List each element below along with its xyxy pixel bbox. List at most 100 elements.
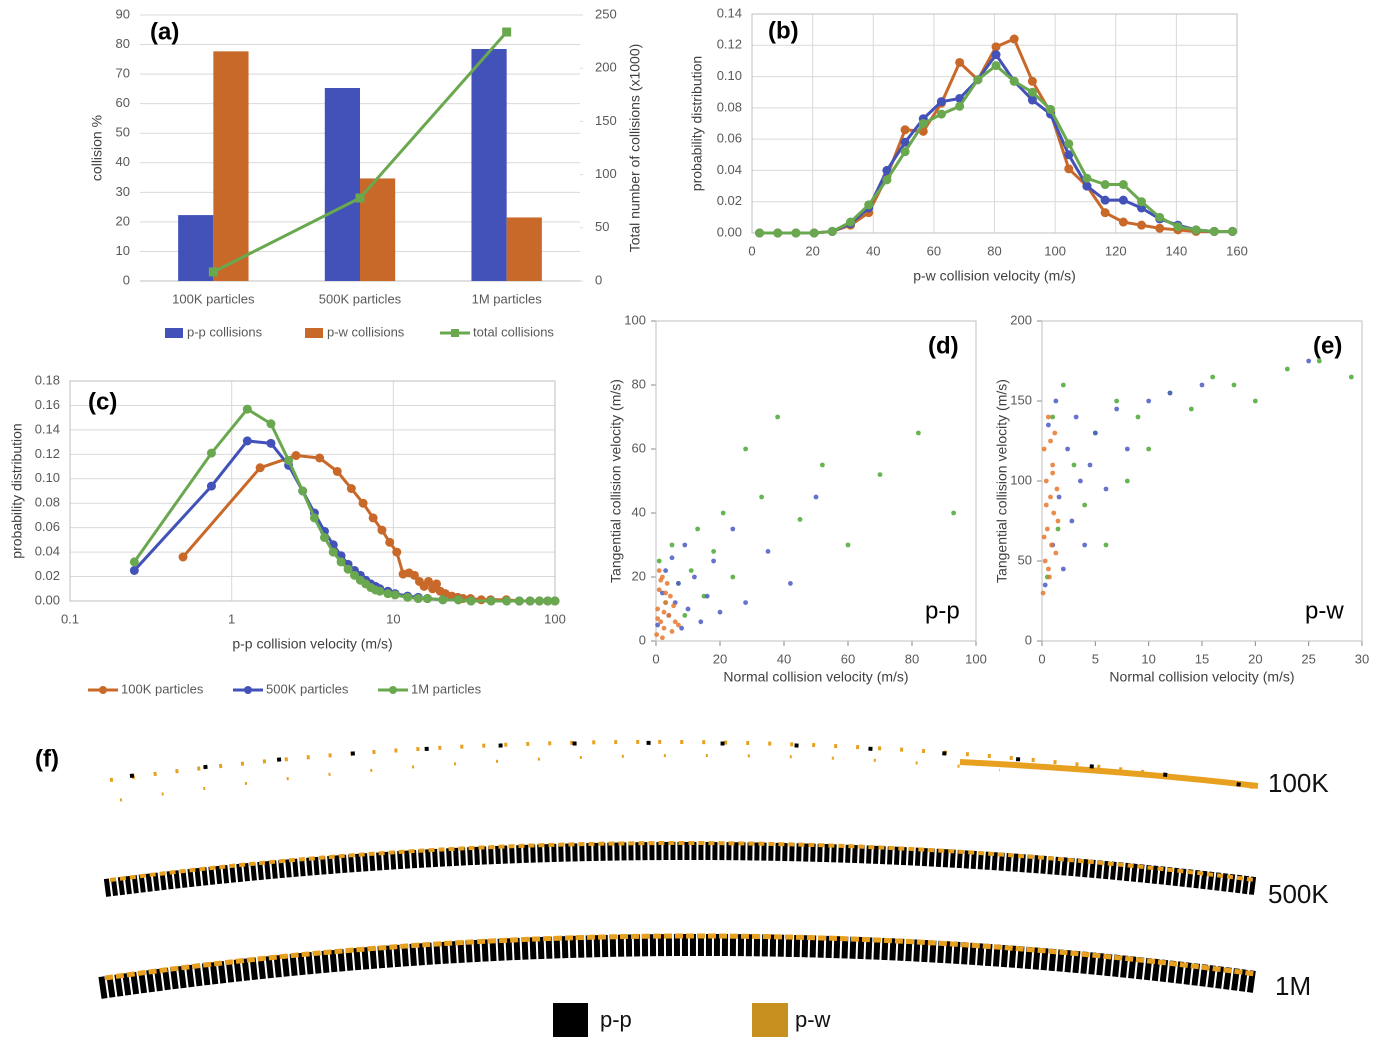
plot-frame <box>1041 320 1363 642</box>
line-marker <box>291 451 301 461</box>
line-marker <box>1009 34 1019 44</box>
series-line <box>133 407 555 603</box>
line-marker <box>375 586 385 596</box>
annotation: p-p <box>925 597 960 624</box>
legend-label: p-w collisions <box>327 324 405 339</box>
y-tick-label: 80 <box>116 36 130 51</box>
scatter-point <box>1306 358 1312 364</box>
x-tick-label: 0 <box>748 243 755 258</box>
scattered-pw-particles <box>119 753 1001 802</box>
y-tick-label: 60 <box>116 95 130 110</box>
y-tick-label: 50 <box>116 125 130 140</box>
y2-axis-label: Total number of collisions (x1000) <box>627 44 643 253</box>
scatter-point <box>656 568 662 573</box>
scatter-point <box>1188 406 1194 412</box>
line-marker <box>809 228 819 238</box>
x-tick-label: 120 <box>1105 243 1127 258</box>
plot-frame <box>69 380 556 602</box>
line-marker <box>453 595 463 605</box>
x-tick-label: 80 <box>987 243 1001 258</box>
row-label: 1M <box>1275 971 1311 1001</box>
line-marker <box>403 592 413 602</box>
legend-label: p-p collisions <box>187 324 263 339</box>
series-line <box>759 63 1233 235</box>
scatter-point <box>711 558 716 564</box>
row-label: 500K <box>1268 879 1329 909</box>
scatter-point <box>743 600 748 605</box>
line-marker <box>358 498 368 508</box>
panel-label: (b) <box>768 17 799 44</box>
y2-tick-label: 150 <box>595 113 617 128</box>
line-marker <box>936 97 946 107</box>
scatter-point <box>1135 414 1141 420</box>
x-axis-label: Normal collision velocity (m/s) <box>1109 669 1294 685</box>
y-tick-label: 0.08 <box>35 495 60 510</box>
scatter-point <box>1210 374 1216 380</box>
legend-marker <box>99 686 107 694</box>
scatter-point <box>676 581 681 586</box>
line-marker <box>525 596 535 606</box>
x-axis-label: p-w collision velocity (m/s) <box>913 268 1076 284</box>
scatter-point <box>1087 462 1093 468</box>
scatter-point <box>1053 550 1059 556</box>
x-tick-label: 100 <box>544 611 566 626</box>
scatter-point <box>663 600 668 605</box>
y-tick-label: 40 <box>632 504 646 519</box>
y-tick-label: 0.10 <box>35 470 60 485</box>
line-marker <box>385 537 395 547</box>
line-marker <box>1137 220 1147 230</box>
scatter-point <box>682 542 688 548</box>
scatter-point <box>1065 446 1070 452</box>
scatter-point <box>1050 462 1056 468</box>
pp-band <box>103 842 1257 897</box>
scatter-point <box>1071 462 1077 468</box>
scatter-point <box>668 593 673 599</box>
scatter-point <box>1053 398 1059 404</box>
panel-label: (a) <box>150 18 179 45</box>
legend-swatch <box>553 1003 588 1037</box>
line-marker <box>298 486 308 496</box>
line-marker <box>1100 180 1110 190</box>
scatter-point <box>682 613 688 618</box>
line-marker <box>178 552 188 562</box>
scatter-point <box>775 414 780 420</box>
scatter-point <box>655 606 660 612</box>
pw-band <box>104 933 1256 981</box>
scatter-point <box>720 510 726 516</box>
x-tick-label: 500K particles <box>319 291 402 306</box>
y-tick-label: 40 <box>116 154 130 169</box>
x-tick-label: 0 <box>1038 651 1045 666</box>
line-marker <box>368 513 378 523</box>
y-tick-label: 20 <box>116 213 130 228</box>
line-marker <box>1100 195 1110 205</box>
x-tick-label: 160 <box>1226 243 1248 258</box>
y-tick-label: 100 <box>1010 472 1032 487</box>
x-tick-label: 40 <box>777 651 791 666</box>
scatter-point <box>1114 398 1120 404</box>
scatter-point <box>704 593 710 599</box>
y-axis-label: collision % <box>89 115 105 181</box>
legend-label: 1M particles <box>411 681 482 696</box>
x-axis-label: Normal collision velocity (m/s) <box>723 669 908 685</box>
line-marker <box>377 525 387 535</box>
panel-label: (e) <box>1313 332 1342 359</box>
legend-label: 500K particles <box>266 681 349 696</box>
y-tick-label: 60 <box>632 440 646 455</box>
x-tick-label: 1 <box>228 611 235 626</box>
scatter-point <box>1103 486 1109 492</box>
scatter-point <box>1050 414 1056 420</box>
legend-swatch <box>165 328 183 338</box>
scatter-point <box>1069 518 1075 524</box>
plot-frame <box>655 320 977 642</box>
line-marker <box>864 200 874 210</box>
y-tick-label: 0.00 <box>717 224 742 239</box>
legend-marker <box>451 329 459 337</box>
line-marker <box>346 484 356 494</box>
legend-swatch <box>752 1003 788 1037</box>
x-tick-label: 0 <box>652 651 659 666</box>
scatter-point <box>1054 486 1060 492</box>
scatter-point <box>698 619 704 625</box>
x-tick-label: 20 <box>713 651 727 666</box>
scatter-point <box>711 549 716 554</box>
